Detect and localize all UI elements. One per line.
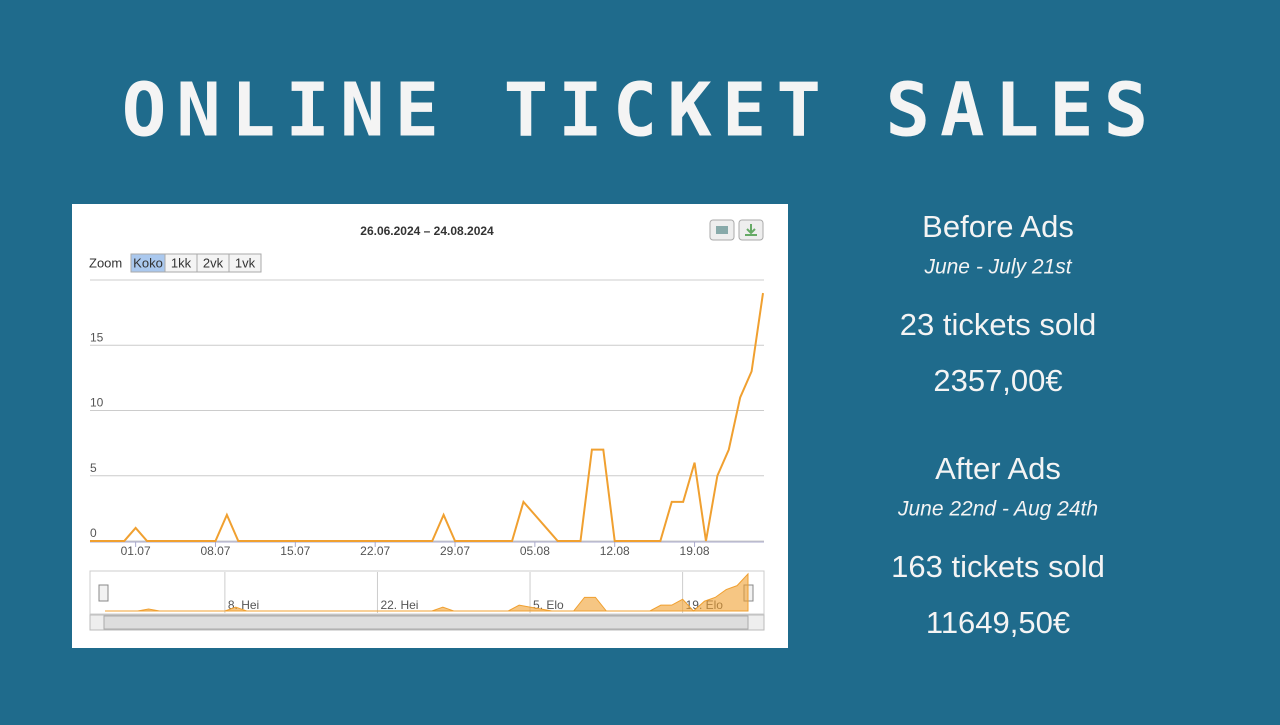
zoom-button-label: Koko: [133, 255, 163, 270]
navigator-area: [105, 572, 749, 612]
stat-tickets: 163 tickets sold: [891, 549, 1105, 584]
zoom-button-label: 1vk: [235, 255, 256, 270]
x-tick-label: 29.07: [440, 544, 470, 558]
chart-title: 26.06.2024 – 24.08.2024: [360, 224, 494, 238]
x-tick-label: 22.07: [360, 544, 390, 558]
stat-heading: Before Ads: [922, 209, 1074, 244]
stat-revenue: 11649,50€: [926, 605, 1070, 640]
zoom-button[interactable]: [228, 253, 262, 273]
y-tick-label: 10: [90, 396, 104, 410]
zoom-button-label: 2vk: [203, 255, 224, 270]
navigator-label: 22. Hei: [380, 598, 418, 612]
navigator-handle[interactable]: [98, 584, 109, 602]
scrollbar-thumb[interactable]: [103, 615, 749, 630]
x-tick-label: 05.08: [520, 544, 550, 558]
x-tick-label: 19.08: [680, 544, 710, 558]
print-icon: [716, 226, 728, 234]
y-tick-label: 5: [90, 461, 97, 475]
x-tick-label: 12.08: [600, 544, 630, 558]
zoom-button-label: 1kk: [171, 255, 192, 270]
stat-period: June - July 21st: [923, 256, 1072, 279]
y-tick-label: 0: [90, 526, 97, 540]
chart-panel: [72, 204, 788, 648]
stat-period: June 22nd - Aug 24th: [897, 498, 1098, 521]
x-tick-label: 08.07: [200, 544, 230, 558]
data-line: [90, 292, 764, 542]
stat-heading: After Ads: [935, 451, 1061, 486]
x-tick-label: 15.07: [280, 544, 310, 558]
download-icon: [745, 224, 757, 236]
zoom-label: Zoom: [89, 255, 122, 270]
x-tick-label: 01.07: [121, 544, 151, 558]
slide-title: ONLINE TICKET SALES: [122, 68, 1158, 154]
stat-tickets: 23 tickets sold: [900, 307, 1096, 342]
y-tick-label: 15: [90, 330, 104, 344]
navigator: [89, 570, 765, 615]
stat-revenue: 2357,00€: [933, 363, 1062, 398]
